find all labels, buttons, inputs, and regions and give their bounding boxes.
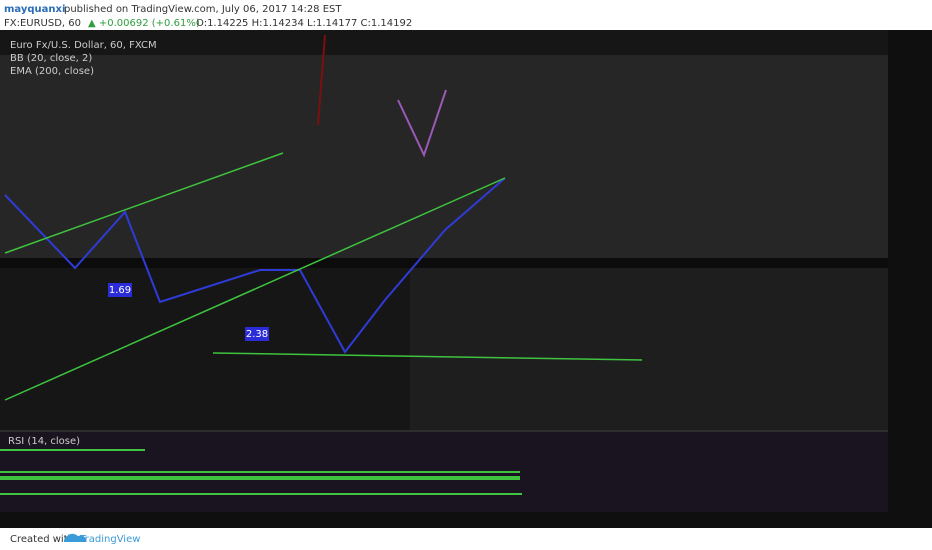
channel-line — [4, 177, 506, 401]
published: published on TradingView.com, July 06, 2… — [64, 4, 342, 15]
range-band — [0, 258, 888, 268]
price-axis-bg — [888, 30, 932, 528]
channel-line — [4, 152, 284, 254]
annotation: 1.69 — [109, 285, 131, 296]
range-shade — [0, 55, 888, 258]
future-shade — [410, 268, 888, 430]
chart-title: Euro Fx/U.S. Dollar, 60, FXCM — [10, 40, 157, 51]
trend-line — [4, 177, 506, 354]
support-line — [212, 352, 643, 361]
symbol: FX:EURUSD, 60 — [4, 18, 81, 29]
annotation-box — [245, 327, 269, 341]
time-axis-bg — [0, 512, 888, 528]
brand-logo — [64, 533, 86, 542]
rsi-title: RSI (14, close) — [8, 436, 80, 447]
user[interactable]: mayquanxi — [4, 4, 65, 15]
indicator-label: EMA (200, close) — [10, 66, 94, 77]
header-bg — [0, 0, 932, 30]
annotation-box — [108, 283, 132, 297]
marker-line — [317, 34, 326, 126]
change: ▲ +0.00692 (+0.61%) — [88, 18, 200, 29]
ohlc: O:1.14225 H:1.14234 L:1.14177 C:1.14192 — [196, 18, 412, 29]
indicator-label: BB (20, close, 2) — [10, 53, 92, 64]
footer-brand[interactable]: TradingView — [79, 534, 140, 545]
wave-line — [397, 89, 447, 158]
annotation: 2.38 — [246, 329, 268, 340]
footer-created: Created with — [10, 534, 74, 545]
